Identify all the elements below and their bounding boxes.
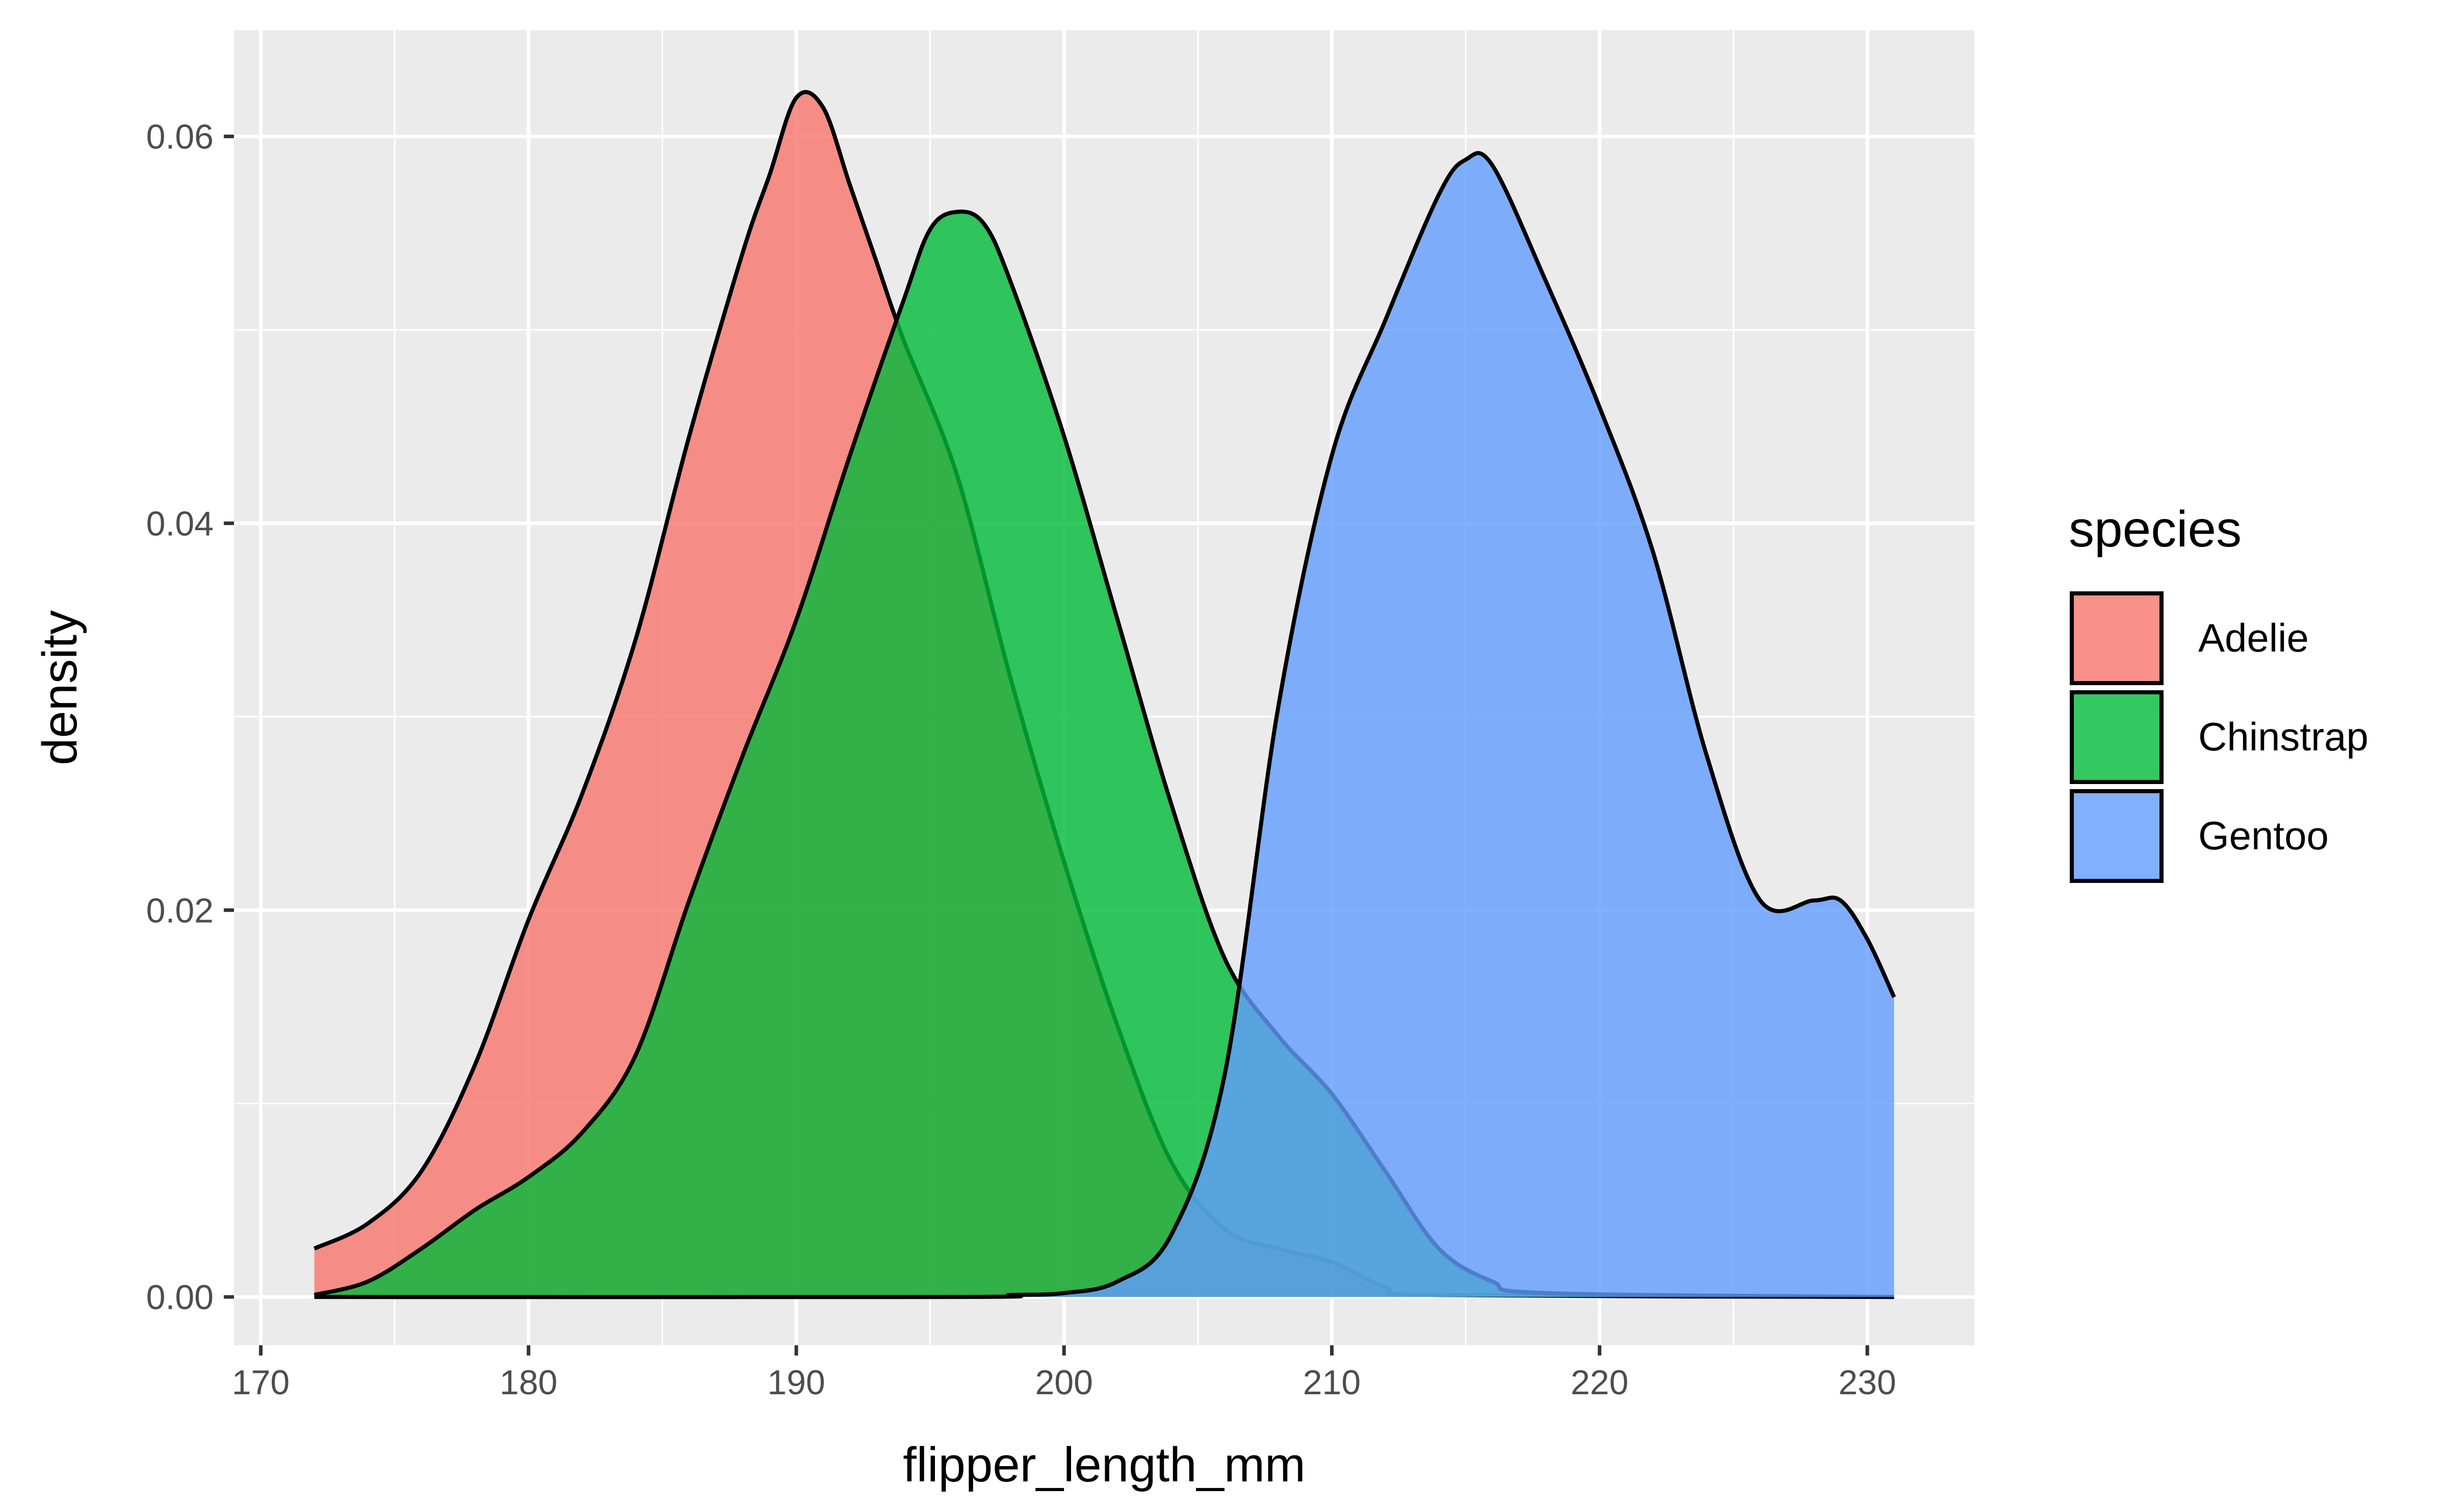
legend-key-adelie <box>2070 591 2164 685</box>
legend-label-chinstrap: Chinstrap <box>2198 714 2368 759</box>
x-tick-label: 180 <box>500 1363 557 1402</box>
y-tick-label: 0.04 <box>146 505 214 543</box>
x-tick-label: 220 <box>1571 1363 1628 1402</box>
y-tick-label: 0.02 <box>146 891 214 930</box>
legend-label-gentoo: Gentoo <box>2198 813 2329 858</box>
x-tick-label: 230 <box>1838 1363 1896 1402</box>
y-tick-label: 0.00 <box>146 1278 214 1317</box>
y-tick-labels: 0.00 0.02 0.04 0.06 <box>146 118 214 1317</box>
area-gentoo <box>314 153 1894 1297</box>
legend: species Adelie Chinstrap Gentoo <box>2069 501 2368 883</box>
x-tick-label: 210 <box>1303 1363 1361 1402</box>
x-axis-title: flipper_length_mm <box>903 1438 1306 1492</box>
legend-items: Adelie Chinstrap Gentoo <box>2070 591 2368 883</box>
density-areas <box>313 90 1896 1299</box>
x-tick-label: 170 <box>232 1363 290 1402</box>
y-axis-title: density <box>33 610 87 765</box>
x-tick-label: 190 <box>767 1363 825 1402</box>
axis-ticks <box>224 135 1869 1355</box>
legend-title: species <box>2069 501 2242 558</box>
legend-key-gentoo <box>2070 789 2164 883</box>
area-chinstrap <box>314 212 1894 1297</box>
density-line-gentoo <box>314 151 1896 1299</box>
x-tick-label: 200 <box>1035 1363 1092 1402</box>
legend-label-adelie: Adelie <box>2198 615 2309 660</box>
y-tick-label: 0.06 <box>146 118 214 157</box>
legend-key-chinstrap <box>2070 690 2164 784</box>
x-tick-labels: 170 180 190 200 210 220 230 <box>232 1363 1896 1402</box>
